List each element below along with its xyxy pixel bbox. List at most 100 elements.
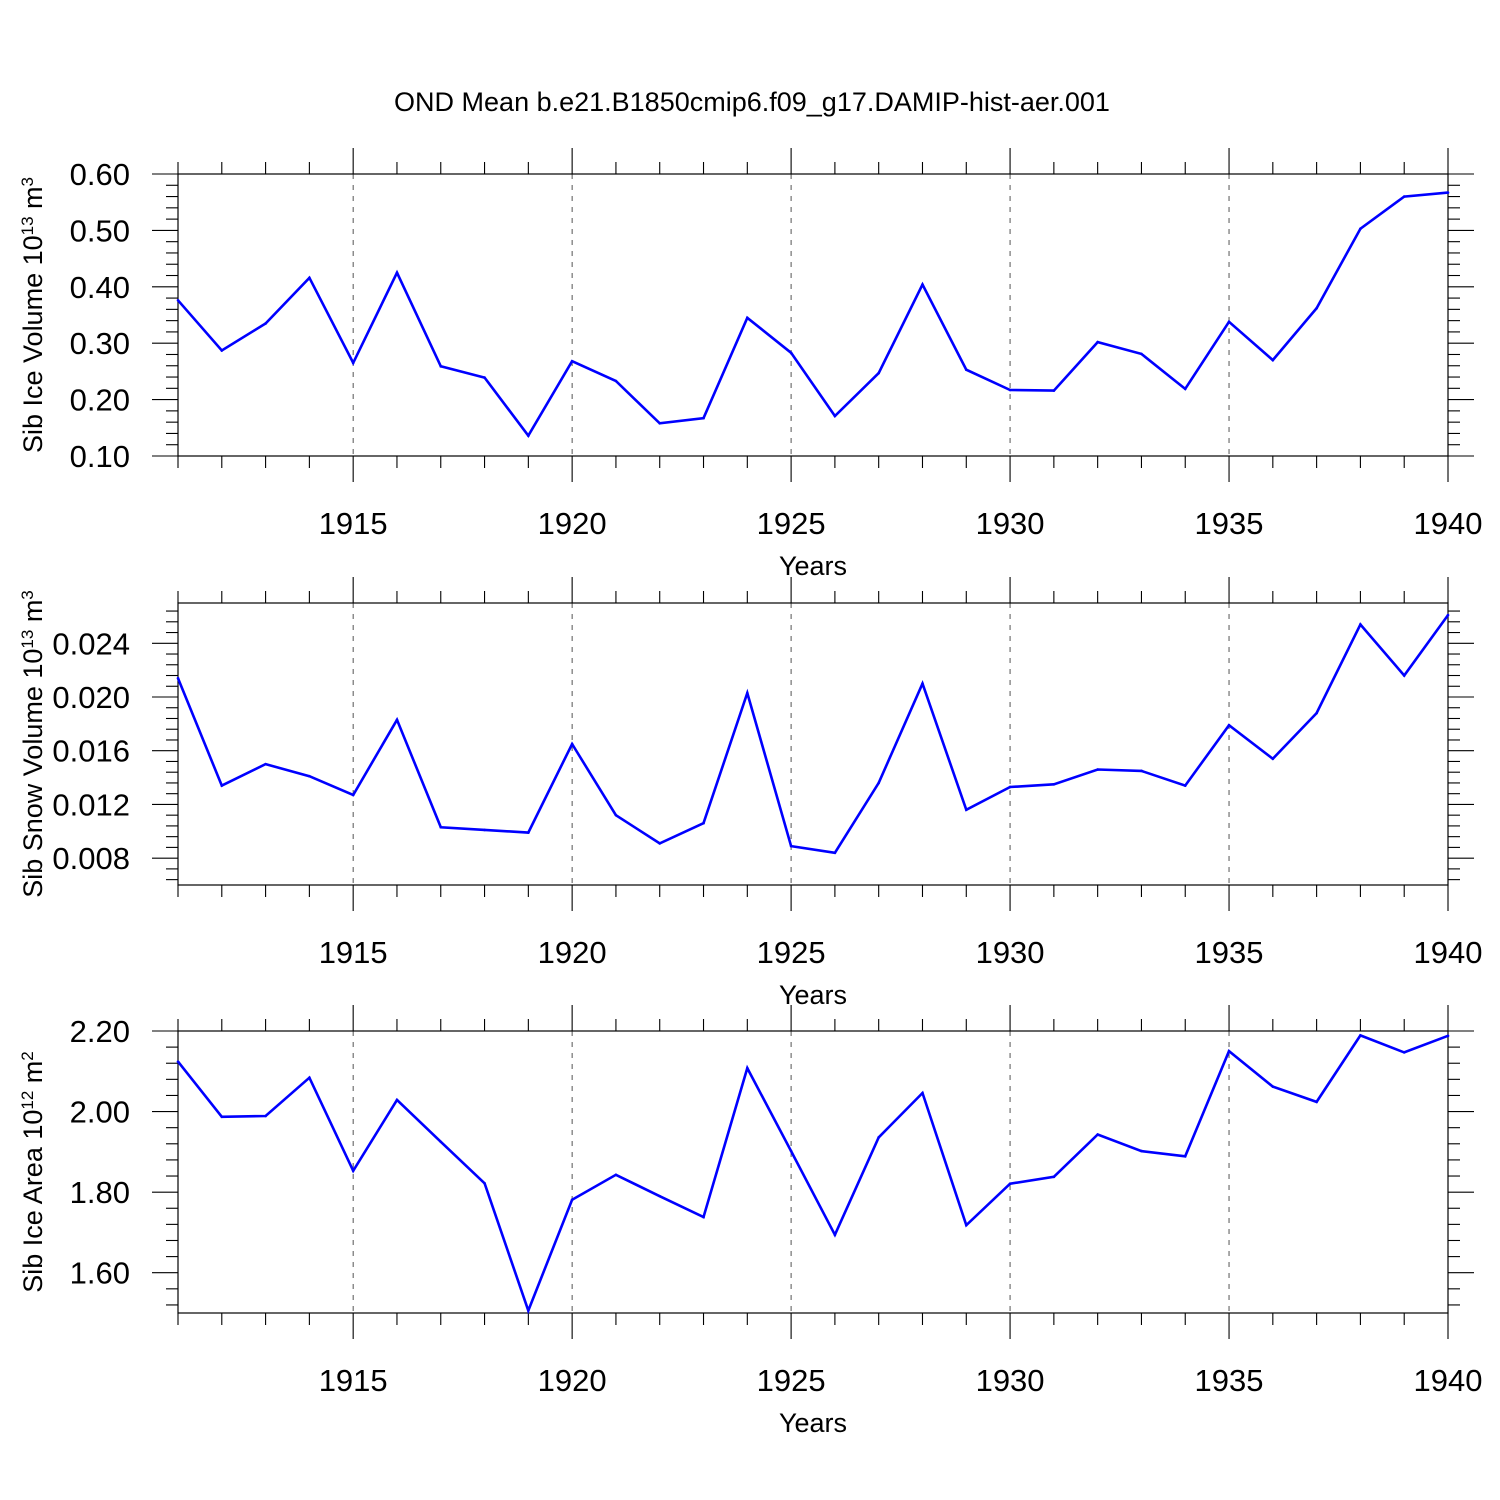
data-point-1922 (658, 1194, 662, 1198)
data-point-1938 (1359, 623, 1362, 626)
data-point-1920 (570, 1198, 574, 1202)
data-point-1912 (220, 1115, 224, 1119)
data-point-1930 (1008, 1182, 1012, 1185)
data-point-1921 (614, 379, 618, 383)
data-point-1938 (1359, 227, 1362, 231)
data-point-1933 (1140, 769, 1143, 773)
data-point-1938 (1359, 1034, 1362, 1037)
plot-frame (177, 602, 1449, 886)
data-point-1926 (833, 1233, 837, 1237)
x-tick-label: 1925 (757, 935, 826, 970)
data-point-1915 (351, 793, 355, 797)
data-point-1931 (1052, 782, 1056, 786)
data-point-1917 (439, 825, 443, 829)
data-point-1940 (1446, 191, 1450, 194)
data-point-1935 (1227, 723, 1231, 727)
y-tick-label: 0.30 (70, 326, 130, 361)
x-tick-label: 1935 (1195, 935, 1264, 970)
data-point-1927 (877, 781, 880, 785)
series-line-1 (177, 191, 1449, 439)
data-point-1918 (483, 376, 486, 379)
series-line-2 (176, 614, 1450, 855)
x-axis-label: Years (779, 1408, 847, 1438)
data-point-1924 (746, 691, 749, 695)
y-axis-label: Sib Ice Area 1012 m2 (18, 1051, 49, 1293)
y-tick-label: 1.60 (70, 1256, 130, 1291)
data-point-1912 (220, 784, 224, 787)
y-tick-label: 2.20 (70, 1014, 130, 1049)
x-tick-label: 1920 (538, 506, 607, 541)
data-point-1919 (527, 1309, 530, 1312)
data-point-1937 (1315, 306, 1318, 310)
x-axis-label: Years (779, 551, 847, 581)
data-point-1927 (877, 1136, 880, 1139)
x-tick-label: 1940 (1414, 935, 1483, 970)
data-point-1935 (1227, 320, 1231, 324)
x-tick-label: 1935 (1195, 1363, 1264, 1398)
data-point-1915 (351, 361, 355, 365)
data-point-1931 (1052, 389, 1056, 392)
y-tick-label: 0.016 (52, 734, 130, 769)
x-tick-label: 1920 (538, 935, 607, 970)
x-axis-label: Years (779, 980, 847, 1010)
data-point-1931 (1052, 1175, 1056, 1179)
data-point-1912 (220, 349, 224, 352)
data-point-1934 (1183, 784, 1187, 787)
data-point-1916 (395, 718, 399, 722)
y-tick-label: 0.40 (70, 270, 130, 305)
data-point-1922 (658, 842, 662, 845)
data-point-1921 (614, 813, 618, 817)
data-point-1923 (702, 821, 705, 825)
data-point-1916 (395, 1098, 399, 1102)
data-point-1940 (1446, 1034, 1450, 1038)
data-point-1926 (833, 414, 837, 418)
y-tick-label: 0.012 (52, 787, 130, 822)
data-point-1923 (702, 1215, 705, 1219)
y-tick-label: 1.80 (70, 1175, 130, 1210)
data-point-1932 (1096, 768, 1099, 771)
data-point-1928 (921, 1091, 924, 1095)
x-tick-label: 1935 (1195, 506, 1264, 541)
data-point-1911 (176, 299, 180, 302)
y-tick-label: 0.10 (70, 439, 130, 474)
data-point-1917 (439, 365, 443, 368)
y-tick-label: 0.60 (70, 157, 130, 192)
data-point-1914 (308, 774, 311, 778)
chart-title: OND Mean b.e21.B1850cmip6.f09_g17.DAMIP-… (394, 87, 1110, 117)
x-tick-label: 1940 (1414, 506, 1483, 541)
data-point-1918 (483, 1181, 486, 1185)
data-point-1921 (614, 1173, 618, 1177)
data-point-1922 (658, 421, 662, 425)
data-point-1919 (527, 434, 530, 437)
x-tick-label: 1915 (319, 1363, 388, 1398)
panel-1: 0.10 0.20 0.30 0.40 0.50 0.60 1915 1920 1925 1930… (18, 148, 1483, 581)
data-point-1914 (308, 276, 311, 280)
x-tick-label: 1930 (976, 935, 1045, 970)
x-tick-label: 1915 (319, 935, 388, 970)
data-point-1911 (176, 676, 180, 680)
panels: 0.10 0.20 0.30 0.40 0.50 0.60 1915 1920 1925 1930… (18, 148, 1483, 1438)
y-tick-label: 0.024 (52, 626, 130, 661)
data-point-1914 (308, 1076, 311, 1080)
data-point-1934 (1183, 387, 1187, 391)
x-tick-label: 1925 (757, 1363, 826, 1398)
y-axis-label: Sib Ice Volume 1013 m3 (18, 177, 49, 453)
x-tick-label: 1920 (538, 1363, 607, 1398)
panel-3: 1.60 1.80 2.00 2.20 1915 1920 1925 1930 1935 1940… (18, 1005, 1482, 1438)
data-point-1920 (570, 742, 574, 746)
y-tick-label: 0.008 (52, 841, 130, 876)
data-point-1928 (921, 283, 924, 286)
data-point-1911 (176, 1060, 180, 1063)
x-tick-label: 1925 (757, 506, 826, 541)
data-point-1939 (1402, 1051, 1406, 1054)
y-tick-label: 0.20 (70, 383, 130, 418)
data-point-1935 (1227, 1049, 1231, 1053)
data-point-1924 (746, 316, 749, 320)
data-point-1925 (789, 1149, 793, 1153)
data-point-1937 (1315, 1100, 1318, 1104)
data-point-1918 (483, 828, 486, 832)
y-tick-label: 2.00 (70, 1095, 130, 1130)
data-point-1940 (1446, 613, 1450, 617)
y-tick-label: 0.020 (52, 680, 130, 715)
